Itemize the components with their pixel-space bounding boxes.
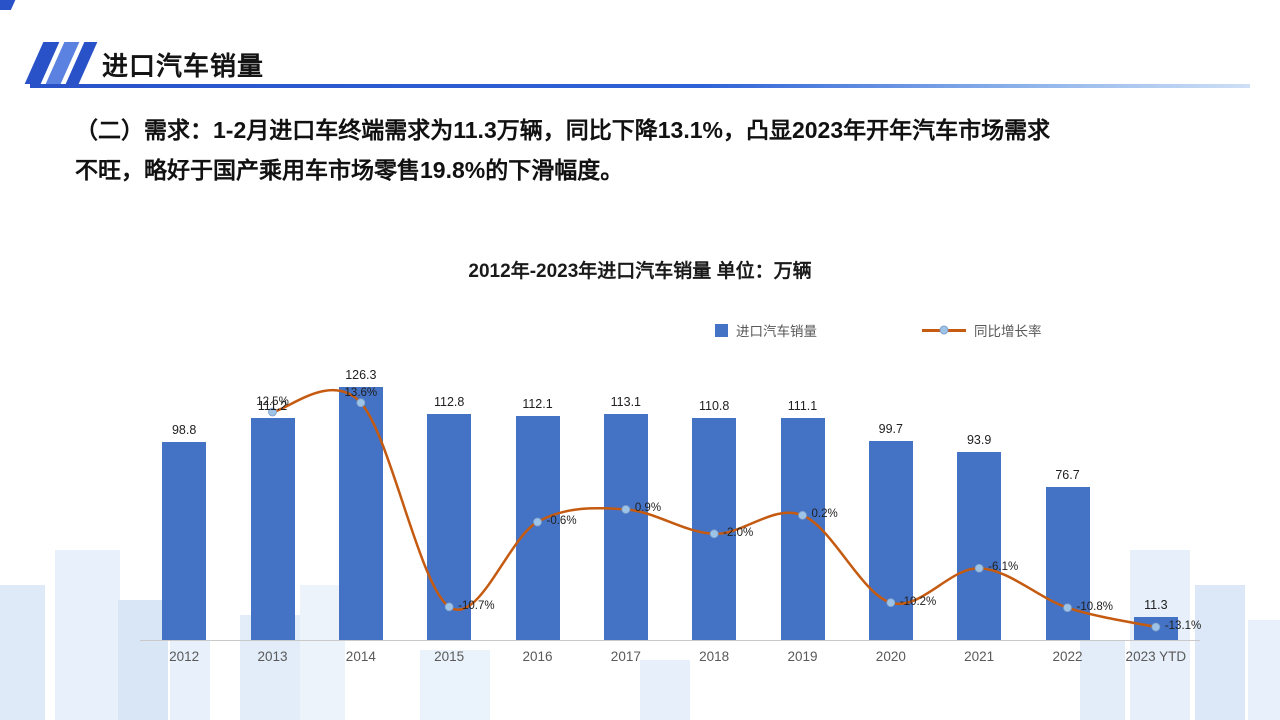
growth-rate-label: 13.6% (344, 386, 378, 399)
x-axis-label: 2013 (257, 649, 288, 664)
skyline-shape (170, 640, 210, 720)
bar-value-label: 99.7 (878, 421, 903, 436)
x-axis-label: 2021 (964, 649, 995, 664)
legend-label-bar-series: 进口汽车销量 (736, 324, 817, 339)
legend-item-bar-series: 进口汽车销量 (715, 320, 817, 340)
x-axis-label: 2019 (787, 649, 818, 664)
skyline-shape (0, 585, 45, 720)
legend-item-line-series: 同比增长率 (922, 320, 1042, 340)
growth-rate-label: 12.5% (256, 396, 289, 408)
body-paragraph: （二）需求：1-2月进口车终端需求为11.3万辆，同比下降13.1%，凸显202… (75, 110, 1225, 190)
legend-label-line-series: 同比增长率 (974, 324, 1042, 339)
growth-rate-label: -10.2% (899, 595, 937, 608)
bar-value-label: 93.9 (966, 433, 992, 448)
growth-rate-label: -10.8% (1076, 600, 1113, 613)
x-axis-label: 2017 (610, 649, 641, 664)
x-axis-label: 2018 (699, 649, 730, 664)
bar-series-swatch-icon (715, 323, 728, 337)
bar-value-label: 110.8 (698, 399, 730, 414)
bar-2012 (162, 442, 207, 640)
bar-value-label: 11.3 (1144, 598, 1168, 613)
x-axis-label: 2012 (169, 649, 200, 664)
bar-value-label: 112.8 (433, 395, 465, 410)
line-marker-icon (939, 325, 949, 335)
bar-value-label: 111.2 (257, 398, 288, 413)
growth-rate-label: -10.7% (458, 599, 495, 612)
body-line-2: 不旺，略好于国产乘用车市场零售19.8%的下滑幅度。 (75, 157, 624, 183)
bar-value-label: 76.7 (1055, 467, 1080, 482)
bar-value-label: 111.1 (787, 398, 818, 413)
bar-value-label: 126.3 (345, 368, 377, 383)
x-axis-label: 2020 (875, 649, 906, 664)
skyline-shape (1248, 620, 1280, 720)
bar-value-label: 112.1 (522, 396, 553, 411)
growth-rate-label: -6.1% (988, 561, 1019, 574)
title-underline (30, 84, 1250, 88)
line-series-swatch-icon (922, 325, 966, 335)
bar-value-label: 113.1 (610, 394, 642, 409)
x-axis-label: 2014 (345, 649, 376, 664)
growth-rate-label: 0.9% (634, 502, 662, 515)
skyline-shape (118, 600, 168, 720)
chart-title: 2012年-2023年进口汽车销量 单位：万辆 (468, 261, 812, 282)
x-axis-label: 2016 (522, 649, 553, 664)
growth-rate-label: -0.6% (546, 515, 577, 528)
page-title: 进口汽车销量 (102, 51, 265, 81)
chart-legend: 进口汽车销量 同比增长率 (715, 320, 1042, 340)
growth-rate-label: -13.1% (1164, 620, 1202, 633)
x-axis-label: 2023 YTD (1125, 649, 1187, 664)
x-axis-label: 2022 (1052, 649, 1083, 664)
x-axis-label: 2015 (434, 649, 465, 664)
growth-rate-label: -2.0% (723, 526, 754, 539)
bar-value-label: 98.8 (171, 423, 197, 438)
skyline-shape (420, 650, 490, 720)
growth-rate-label: 0.2% (811, 508, 838, 521)
skyline-shape (1195, 585, 1245, 720)
skyline-shape (640, 660, 690, 720)
x-axis-line (140, 640, 1200, 641)
skyline-shape (55, 550, 120, 720)
skyline-shape (1080, 640, 1125, 720)
body-line-1: （二）需求：1-2月进口车终端需求为11.3万辆，同比下降13.1%，凸显202… (75, 117, 1051, 143)
